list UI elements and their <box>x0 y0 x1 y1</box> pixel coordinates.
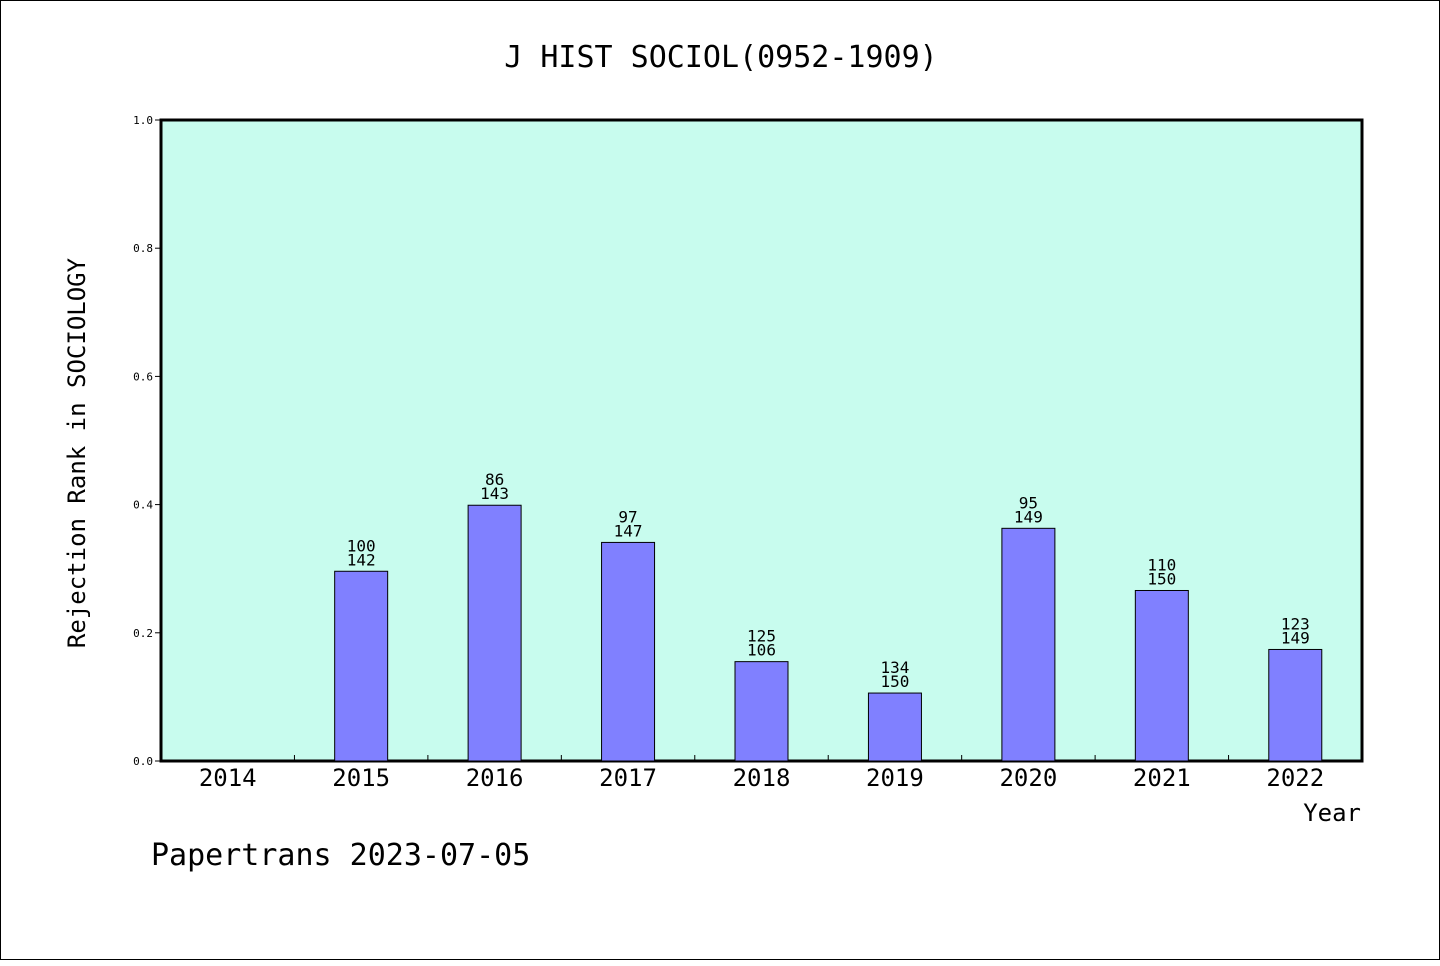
bar-total-label: 150 <box>1147 569 1176 588</box>
y-tick-label: 0.2 <box>133 627 153 640</box>
y-tick-label: 0.4 <box>133 499 153 512</box>
bar-rank-label: 86 <box>485 470 504 489</box>
bar-labels: 1001428614397147125106134150951491101501… <box>347 470 1310 691</box>
x-tick-label: 2016 <box>466 764 524 792</box>
bar-series <box>334 504 1323 762</box>
bar-total-label: 149 <box>1281 628 1310 647</box>
bar <box>1134 589 1189 762</box>
y-tick-label: 0.8 <box>133 242 153 255</box>
bar-total-label: 150 <box>880 672 909 691</box>
y-tick-label: 1.0 <box>133 114 153 127</box>
bar-total-label: 106 <box>747 641 776 660</box>
x-tick-label: 2017 <box>599 764 657 792</box>
bar <box>1268 648 1323 762</box>
bar-total-label: 143 <box>480 484 509 503</box>
chart-title: J HIST SOCIOL(0952-1909) <box>504 40 937 75</box>
bar <box>601 541 656 762</box>
bar-rank-label: 134 <box>880 658 909 677</box>
bar-total-label: 142 <box>347 550 376 569</box>
bar <box>867 692 922 762</box>
x-tick-label: 2019 <box>866 764 924 792</box>
x-axis-ticks: 2014 2015 2016 2017 2018 2019 2020 2021 2022 <box>199 755 1324 792</box>
bar-rank-label: 123 <box>1281 614 1310 633</box>
footer-credit: Papertrans 2023-07-05 <box>151 838 530 873</box>
bar <box>734 661 789 762</box>
y-axis-label: Rejection Rank in SOCIOLOGY <box>63 257 91 648</box>
x-axis-label: Year <box>1303 799 1361 827</box>
bar-rank-label: 95 <box>1019 493 1038 512</box>
x-tick-label: 2018 <box>733 764 791 792</box>
bar <box>467 504 522 762</box>
x-tick-label: 2015 <box>332 764 390 792</box>
bar <box>1001 527 1056 762</box>
x-tick-label: 2021 <box>1133 764 1191 792</box>
x-tick-label: 2022 <box>1266 764 1324 792</box>
y-tick-label: 0.0 <box>133 755 153 768</box>
bar-rank-label: 97 <box>618 507 637 526</box>
bar-total-label: 149 <box>1014 507 1043 526</box>
bar-rank-label: 100 <box>347 536 376 555</box>
bar-rank-label: 125 <box>747 627 776 646</box>
bar-rank-label: 110 <box>1147 555 1176 574</box>
x-tick-label: 2020 <box>999 764 1057 792</box>
y-axis-ticks: 0.0 0.2 0.4 0.6 0.8 1.0 <box>133 114 161 768</box>
x-tick-label: 2014 <box>199 764 257 792</box>
y-tick-label: 0.6 <box>133 370 153 383</box>
bar <box>334 570 389 762</box>
bar-total-label: 147 <box>614 521 643 540</box>
